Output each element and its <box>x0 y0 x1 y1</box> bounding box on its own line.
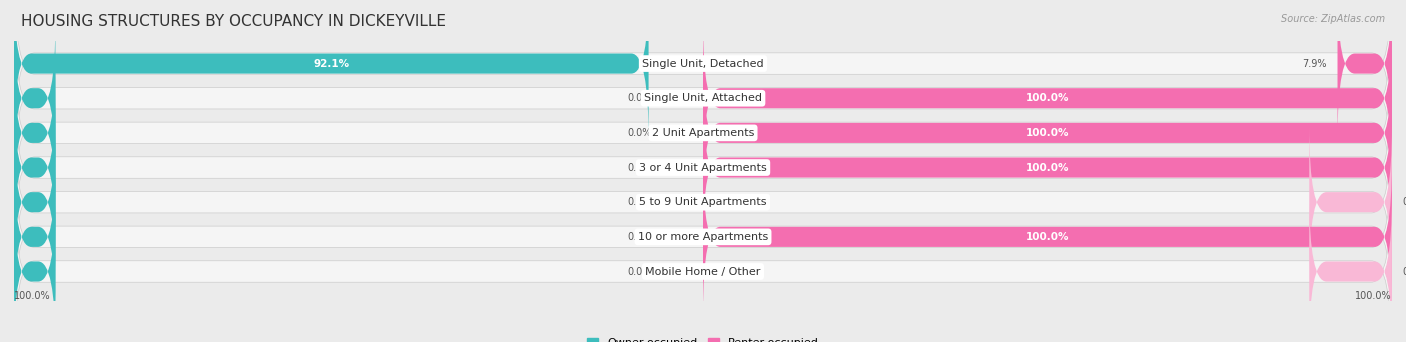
FancyBboxPatch shape <box>14 56 55 209</box>
Text: 10 or more Apartments: 10 or more Apartments <box>638 232 768 242</box>
FancyBboxPatch shape <box>703 56 1392 209</box>
Text: 0.0%: 0.0% <box>627 93 651 103</box>
Text: 100.0%: 100.0% <box>14 291 51 301</box>
Text: 0.0%: 0.0% <box>1402 266 1406 276</box>
FancyBboxPatch shape <box>14 0 648 140</box>
FancyBboxPatch shape <box>14 91 55 244</box>
FancyBboxPatch shape <box>14 178 1392 342</box>
Text: 92.1%: 92.1% <box>314 58 349 68</box>
Text: Single Unit, Detached: Single Unit, Detached <box>643 58 763 68</box>
FancyBboxPatch shape <box>14 109 1392 295</box>
Text: 100.0%: 100.0% <box>1355 291 1392 301</box>
Text: 0.0%: 0.0% <box>627 266 651 276</box>
Text: Mobile Home / Other: Mobile Home / Other <box>645 266 761 276</box>
Text: Single Unit, Attached: Single Unit, Attached <box>644 93 762 103</box>
Text: 0.0%: 0.0% <box>1402 197 1406 207</box>
Text: 100.0%: 100.0% <box>1026 232 1069 242</box>
FancyBboxPatch shape <box>14 160 55 313</box>
Legend: Owner-occupied, Renter-occupied: Owner-occupied, Renter-occupied <box>582 333 824 342</box>
FancyBboxPatch shape <box>14 5 1392 192</box>
FancyBboxPatch shape <box>1309 126 1392 279</box>
FancyBboxPatch shape <box>14 22 55 175</box>
FancyBboxPatch shape <box>703 22 1392 175</box>
Text: 0.0%: 0.0% <box>627 128 651 138</box>
FancyBboxPatch shape <box>14 0 1392 157</box>
Text: HOUSING STRUCTURES BY OCCUPANCY IN DICKEYVILLE: HOUSING STRUCTURES BY OCCUPANCY IN DICKE… <box>21 14 446 29</box>
Text: 100.0%: 100.0% <box>1026 162 1069 172</box>
FancyBboxPatch shape <box>14 126 55 279</box>
Text: Source: ZipAtlas.com: Source: ZipAtlas.com <box>1281 14 1385 24</box>
Text: 100.0%: 100.0% <box>1026 128 1069 138</box>
Text: 100.0%: 100.0% <box>1026 93 1069 103</box>
Text: 5 to 9 Unit Apartments: 5 to 9 Unit Apartments <box>640 197 766 207</box>
FancyBboxPatch shape <box>703 91 1392 244</box>
FancyBboxPatch shape <box>1337 0 1392 140</box>
FancyBboxPatch shape <box>14 40 1392 226</box>
FancyBboxPatch shape <box>703 160 1392 313</box>
Text: 0.0%: 0.0% <box>627 232 651 242</box>
FancyBboxPatch shape <box>14 195 55 342</box>
Text: 2 Unit Apartments: 2 Unit Apartments <box>652 128 754 138</box>
FancyBboxPatch shape <box>14 74 1392 261</box>
FancyBboxPatch shape <box>14 144 1392 330</box>
Text: 3 or 4 Unit Apartments: 3 or 4 Unit Apartments <box>640 162 766 172</box>
FancyBboxPatch shape <box>1309 195 1392 342</box>
Text: 7.9%: 7.9% <box>1303 58 1327 68</box>
Text: 0.0%: 0.0% <box>627 162 651 172</box>
Text: 0.0%: 0.0% <box>627 197 651 207</box>
